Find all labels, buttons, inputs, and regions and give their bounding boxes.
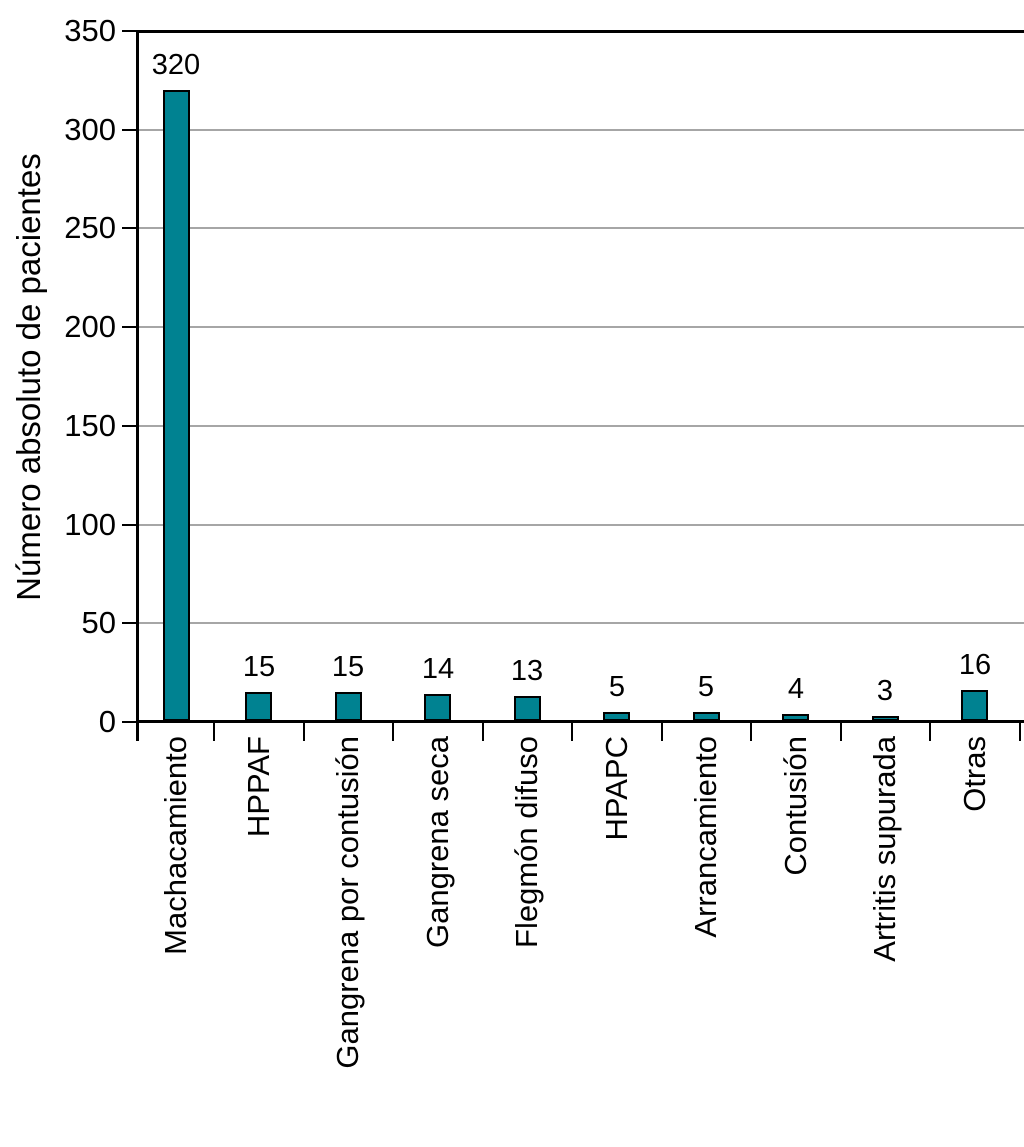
y-axis-tick-200 bbox=[122, 326, 138, 328]
x-axis-label-3: Gangrena por contusión bbox=[330, 736, 365, 1069]
bar-7 bbox=[693, 712, 720, 721]
bar-value-label-7: 5 bbox=[697, 671, 715, 703]
bar-4 bbox=[424, 694, 451, 721]
bar-value-label-3: 15 bbox=[331, 651, 365, 683]
x-axis-label-10: Otras bbox=[957, 736, 992, 812]
bar-value-label-10: 16 bbox=[958, 649, 992, 681]
x-axis-label-9: Artritis supurada bbox=[867, 736, 902, 962]
y-axis-tick-label-350: 350 bbox=[64, 13, 116, 48]
bar-9 bbox=[872, 716, 899, 721]
gridline-300 bbox=[138, 129, 1024, 131]
bar-value-label-4: 14 bbox=[421, 653, 455, 685]
y-axis-tick-label-150: 150 bbox=[64, 408, 116, 443]
x-axis-tick-4 bbox=[482, 722, 484, 741]
x-axis-label-2: HPPAF bbox=[241, 736, 276, 838]
x-axis-tick-7 bbox=[750, 722, 752, 741]
x-axis-label-8: Contusión bbox=[778, 736, 813, 876]
bar-10 bbox=[961, 690, 988, 721]
x-axis-label-1: Machacamiento bbox=[158, 736, 193, 955]
gridline-200 bbox=[138, 326, 1024, 328]
bar-2 bbox=[245, 692, 272, 721]
y-axis-tick-label-100: 100 bbox=[64, 507, 116, 542]
x-axis-label-6: HPAPC bbox=[599, 736, 634, 841]
y-axis-tick-250 bbox=[122, 227, 138, 229]
y-axis-tick-100 bbox=[122, 524, 138, 526]
bar-5 bbox=[514, 696, 541, 721]
y-axis-tick-50 bbox=[122, 622, 138, 624]
bar-3 bbox=[335, 692, 362, 721]
bar-value-label-1: 320 bbox=[151, 49, 201, 81]
gridline-100 bbox=[138, 524, 1024, 526]
y-axis-tick-label-250: 250 bbox=[64, 210, 116, 245]
gridline-150 bbox=[138, 425, 1024, 427]
bar-value-label-8: 4 bbox=[787, 673, 805, 705]
plot-top-border bbox=[138, 30, 1024, 33]
gridline-50 bbox=[138, 622, 1024, 624]
y-axis-tick-label-0: 0 bbox=[98, 704, 116, 739]
x-axis-label-7: Arrancamiento bbox=[688, 736, 723, 938]
x-axis-label-4: Gangrena seca bbox=[420, 736, 455, 948]
bar-value-label-6: 5 bbox=[608, 671, 626, 703]
y-axis-tick-300 bbox=[122, 129, 138, 131]
y-axis-line bbox=[136, 30, 139, 741]
y-axis-tick-350 bbox=[122, 30, 138, 32]
y-axis-tick-label-300: 300 bbox=[64, 112, 116, 147]
y-axis-tick-label-200: 200 bbox=[64, 309, 116, 344]
gridline-250 bbox=[138, 227, 1024, 229]
x-axis-tick-6 bbox=[661, 722, 663, 741]
x-axis-tick-8 bbox=[840, 722, 842, 741]
x-axis-tick-1 bbox=[213, 722, 215, 741]
bar-1 bbox=[163, 90, 190, 721]
y-axis-tick-0 bbox=[122, 721, 138, 723]
x-axis-line bbox=[136, 720, 1024, 723]
bar-value-label-2: 15 bbox=[242, 651, 276, 683]
x-axis-label-5: Flegmón difuso bbox=[509, 736, 544, 948]
bar-value-label-9: 3 bbox=[876, 675, 894, 707]
y-axis-tick-label-50: 50 bbox=[81, 605, 116, 640]
x-axis-tick-2 bbox=[303, 722, 305, 741]
x-axis-tick-9 bbox=[929, 722, 931, 741]
bar-value-label-5: 13 bbox=[510, 655, 544, 687]
x-axis-tick-5 bbox=[571, 722, 573, 741]
bar-6 bbox=[603, 712, 630, 721]
y-axis-tick-150 bbox=[122, 425, 138, 427]
bar-8 bbox=[782, 714, 809, 721]
x-axis-tick-10 bbox=[1019, 722, 1021, 741]
x-axis-tick-3 bbox=[392, 722, 394, 741]
